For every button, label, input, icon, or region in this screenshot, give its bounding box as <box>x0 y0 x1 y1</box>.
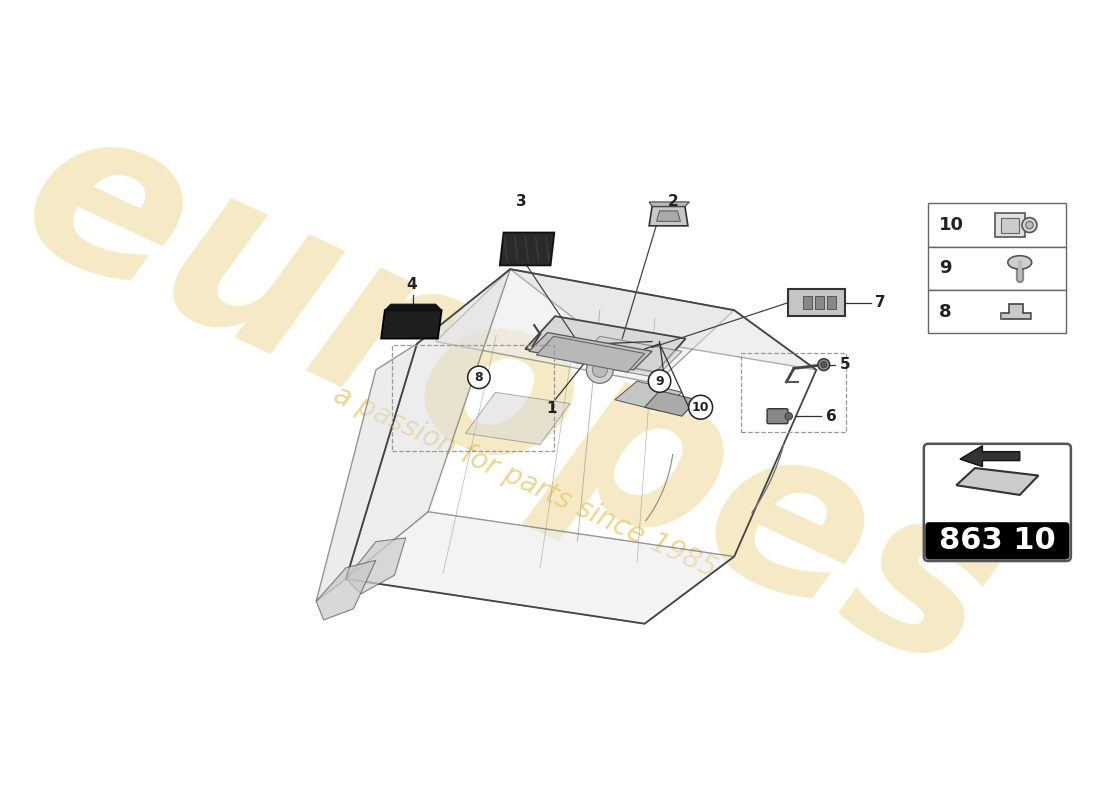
Text: 7: 7 <box>876 295 886 310</box>
Text: 1: 1 <box>546 402 557 416</box>
Polygon shape <box>1001 304 1031 319</box>
Circle shape <box>817 358 829 370</box>
FancyBboxPatch shape <box>928 246 1066 290</box>
Text: 8: 8 <box>474 371 483 384</box>
FancyBboxPatch shape <box>928 203 1066 246</box>
Circle shape <box>586 357 614 383</box>
Text: 9: 9 <box>656 374 664 388</box>
FancyBboxPatch shape <box>815 296 824 310</box>
Polygon shape <box>525 316 685 372</box>
Text: a passion for parts since 1985: a passion for parts since 1985 <box>329 381 722 583</box>
Circle shape <box>821 362 827 368</box>
FancyBboxPatch shape <box>767 409 788 424</box>
FancyBboxPatch shape <box>788 290 845 316</box>
Text: 2: 2 <box>668 194 679 210</box>
Text: 6: 6 <box>826 409 837 424</box>
Polygon shape <box>537 336 645 372</box>
Polygon shape <box>381 310 441 338</box>
Circle shape <box>593 362 607 378</box>
Polygon shape <box>436 269 734 383</box>
FancyBboxPatch shape <box>827 296 836 310</box>
Polygon shape <box>465 392 570 445</box>
Polygon shape <box>645 391 697 416</box>
Ellipse shape <box>1008 256 1032 269</box>
Text: 10: 10 <box>938 216 964 234</box>
Text: 10: 10 <box>692 401 710 414</box>
Polygon shape <box>346 269 510 579</box>
Polygon shape <box>316 344 417 602</box>
Polygon shape <box>956 468 1038 495</box>
FancyBboxPatch shape <box>996 213 1025 237</box>
Polygon shape <box>657 211 681 222</box>
Polygon shape <box>316 560 376 620</box>
Circle shape <box>1025 222 1033 229</box>
FancyBboxPatch shape <box>924 444 1071 561</box>
Circle shape <box>785 413 792 420</box>
Polygon shape <box>529 333 652 370</box>
Polygon shape <box>574 336 682 378</box>
Text: 9: 9 <box>938 259 952 278</box>
Circle shape <box>1022 218 1037 233</box>
Text: 8: 8 <box>938 302 952 321</box>
Circle shape <box>468 366 491 389</box>
Text: 3: 3 <box>516 194 527 210</box>
Polygon shape <box>499 233 554 266</box>
Polygon shape <box>385 304 441 310</box>
Text: 863 10: 863 10 <box>939 526 1056 555</box>
FancyBboxPatch shape <box>925 522 1069 559</box>
Circle shape <box>689 395 713 419</box>
FancyBboxPatch shape <box>1001 218 1019 233</box>
Polygon shape <box>346 538 406 594</box>
FancyBboxPatch shape <box>928 290 1066 334</box>
Polygon shape <box>960 446 1020 466</box>
Polygon shape <box>346 512 734 624</box>
Text: europes: europes <box>0 78 1031 721</box>
Polygon shape <box>649 206 688 226</box>
Polygon shape <box>615 381 682 411</box>
FancyBboxPatch shape <box>803 296 812 310</box>
Text: 5: 5 <box>839 357 850 372</box>
Polygon shape <box>510 269 816 370</box>
Circle shape <box>648 370 671 392</box>
Polygon shape <box>649 202 690 206</box>
Text: 4: 4 <box>406 277 417 291</box>
